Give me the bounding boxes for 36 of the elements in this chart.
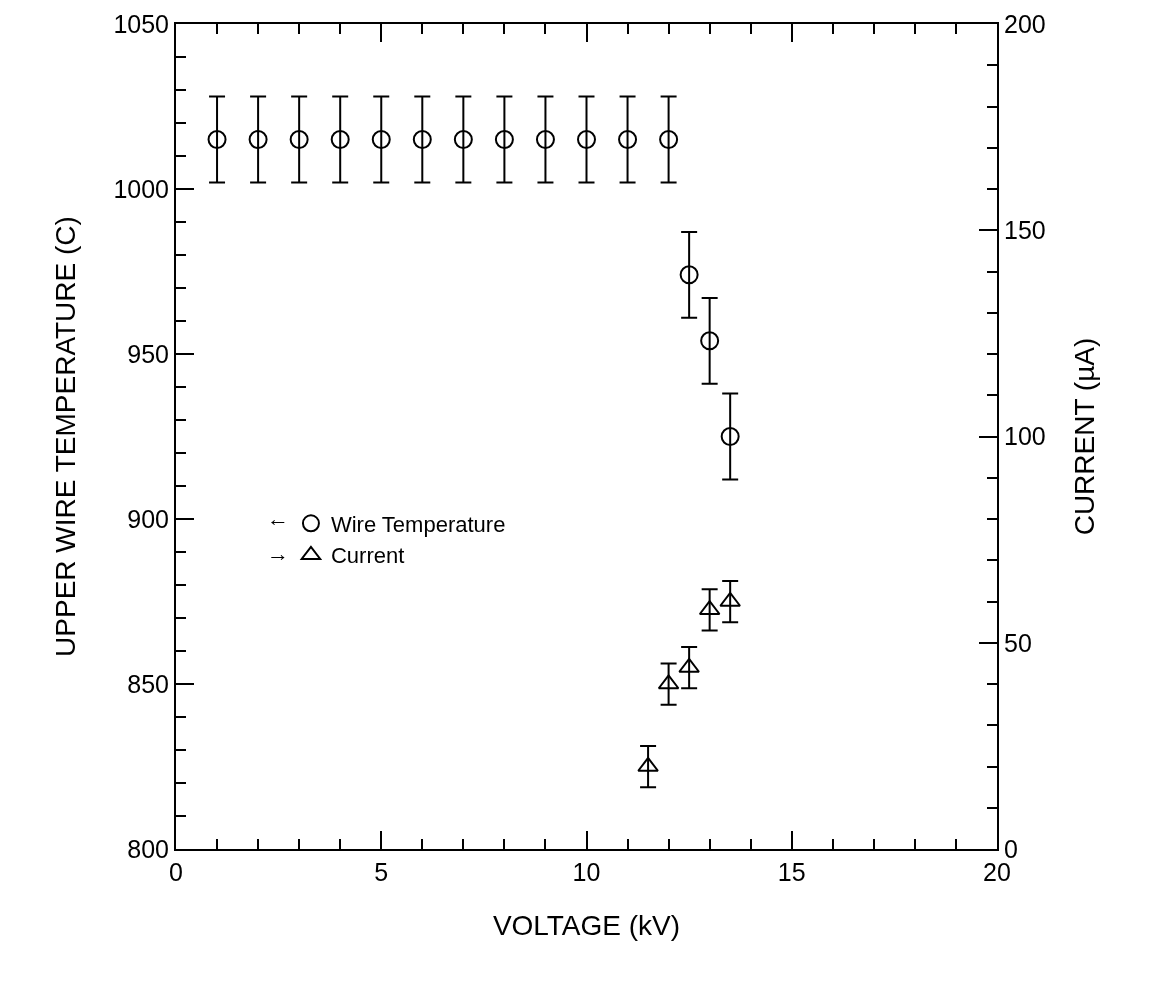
y-tick-label: 800 (127, 834, 169, 863)
y-tick-label: 1050 (113, 9, 169, 38)
legend-label: Current (330, 543, 405, 569)
point (700, 331, 720, 351)
y2-tick-label: 50 (1004, 628, 1032, 657)
y-tick-label: 950 (127, 339, 169, 368)
point (453, 130, 473, 149)
y-tick-label: 1000 (113, 174, 169, 203)
point (577, 130, 596, 149)
x-tick-label: 10 (572, 858, 601, 886)
point (371, 130, 391, 149)
y2-tick-label: 200 (1004, 9, 1046, 38)
x-tick-label: 15 (777, 858, 806, 886)
x-tick-label: 0 (169, 858, 183, 886)
annotation: → (267, 541, 289, 566)
point (535, 130, 555, 149)
y2-tick-label: 100 (1004, 422, 1046, 451)
x-axis-title: VOLTAGE (kV) (492, 909, 681, 941)
point (659, 130, 679, 149)
point (494, 130, 514, 149)
y2-tick-label: 150 (1004, 216, 1046, 244)
y-tick-label: 900 (127, 504, 169, 533)
y-tick-label: 850 (127, 669, 169, 698)
annotation: ← (267, 506, 289, 531)
point (207, 130, 227, 149)
point (289, 130, 309, 149)
point (330, 130, 350, 149)
point (720, 427, 740, 446)
legend-label: Wire Temperature (330, 511, 506, 537)
point (618, 130, 638, 149)
point (248, 130, 268, 149)
y2-axis-title: CURRENT (µA) (1069, 337, 1101, 536)
y-axis-title: UPPER WIRE TEMPERATURE (C) (49, 216, 81, 657)
x-tick-label: 5 (374, 858, 389, 886)
point (412, 130, 432, 149)
point (679, 265, 699, 285)
